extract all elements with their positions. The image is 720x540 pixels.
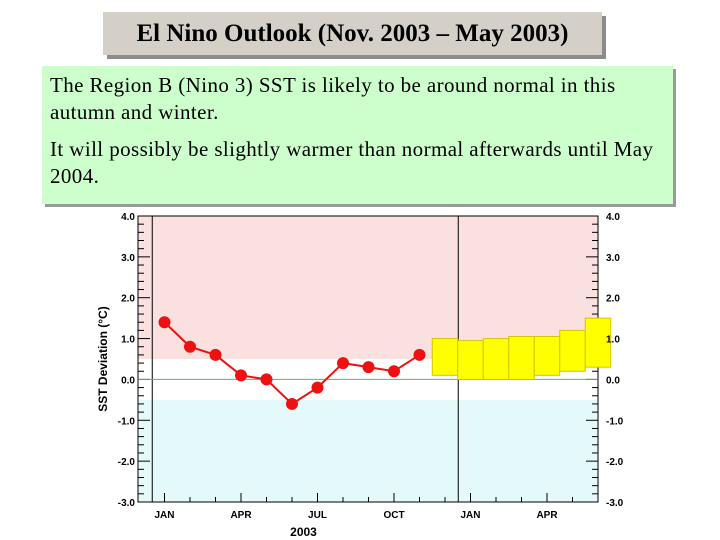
forecast-range-box: [457, 340, 484, 380]
cold-band: [138, 399, 598, 502]
y-tick-label-left: 4.0: [121, 212, 135, 223]
y-tick-label-left: 2.0: [121, 294, 135, 305]
observed-point: [362, 361, 375, 374]
observed-point: [184, 340, 196, 353]
y-tick-label-left: 0.0: [121, 375, 135, 386]
y-tick-label-right: 0.0: [606, 375, 620, 386]
y-tick-label-right: 3.0: [606, 253, 620, 264]
x-axis-title: 2003: [290, 525, 317, 539]
observed-point: [158, 316, 171, 329]
x-tick-label: JUL: [308, 510, 327, 521]
outlook-description: The Region B (Nino 3) SST is likely to b…: [42, 66, 673, 204]
observed-point: [286, 397, 298, 410]
x-tick-label: APR: [230, 510, 252, 521]
observed-point: [337, 357, 349, 370]
forecast-range-box: [482, 338, 510, 380]
y-tick-label-left: -2.0: [118, 457, 136, 468]
sst-deviation-chart: 4.0 4.0 3.0 3.0 2.0 2.0 1.0 1.0 0.0 0.0 -1.0 -1.0 -2…: [96, 212, 624, 539]
x-tick-label: JAN: [154, 510, 174, 521]
y-tick-label-right: 4.0: [606, 212, 620, 223]
x-tick-label: JAN: [460, 510, 480, 521]
forecast-range-box: [533, 336, 561, 376]
forecast-range-box: [508, 336, 535, 380]
y-axis-title: SST Deviation (°C): [96, 306, 110, 411]
observed-point: [311, 381, 324, 394]
observed-point: [235, 369, 247, 382]
forecast-range-box: [584, 317, 612, 368]
y-tick-label-right: -2.0: [606, 457, 624, 468]
forecast-range-box: [431, 338, 459, 376]
description-paragraph-2: It will possibly be slightly warmer than…: [50, 137, 654, 188]
y-tick-label-right: 1.0: [606, 335, 620, 346]
warm-band: [138, 216, 598, 359]
slide-title: El Nino Outlook (Nov. 2003 – May 2003): [103, 12, 602, 55]
y-tick-label-left: 1.0: [121, 335, 135, 346]
y-tick-label-right: -1.0: [606, 416, 624, 427]
observed-point: [209, 348, 222, 361]
observed-point: [388, 365, 400, 378]
description-paragraph-1: The Region B (Nino 3) SST is likely to b…: [50, 73, 616, 124]
y-tick-label-right: 2.0: [606, 294, 620, 305]
y-tick-label-left: -1.0: [118, 416, 136, 427]
x-tick-label: OCT: [383, 510, 404, 521]
y-tick-label-left: 3.0: [121, 253, 135, 264]
observed-point: [413, 348, 426, 361]
y-tick-label-left: -3.0: [118, 498, 136, 509]
forecast-range-box: [559, 329, 586, 372]
x-tick-label: APR: [536, 510, 558, 521]
y-tick-label-right: -3.0: [606, 498, 624, 509]
observed-point: [260, 373, 273, 386]
